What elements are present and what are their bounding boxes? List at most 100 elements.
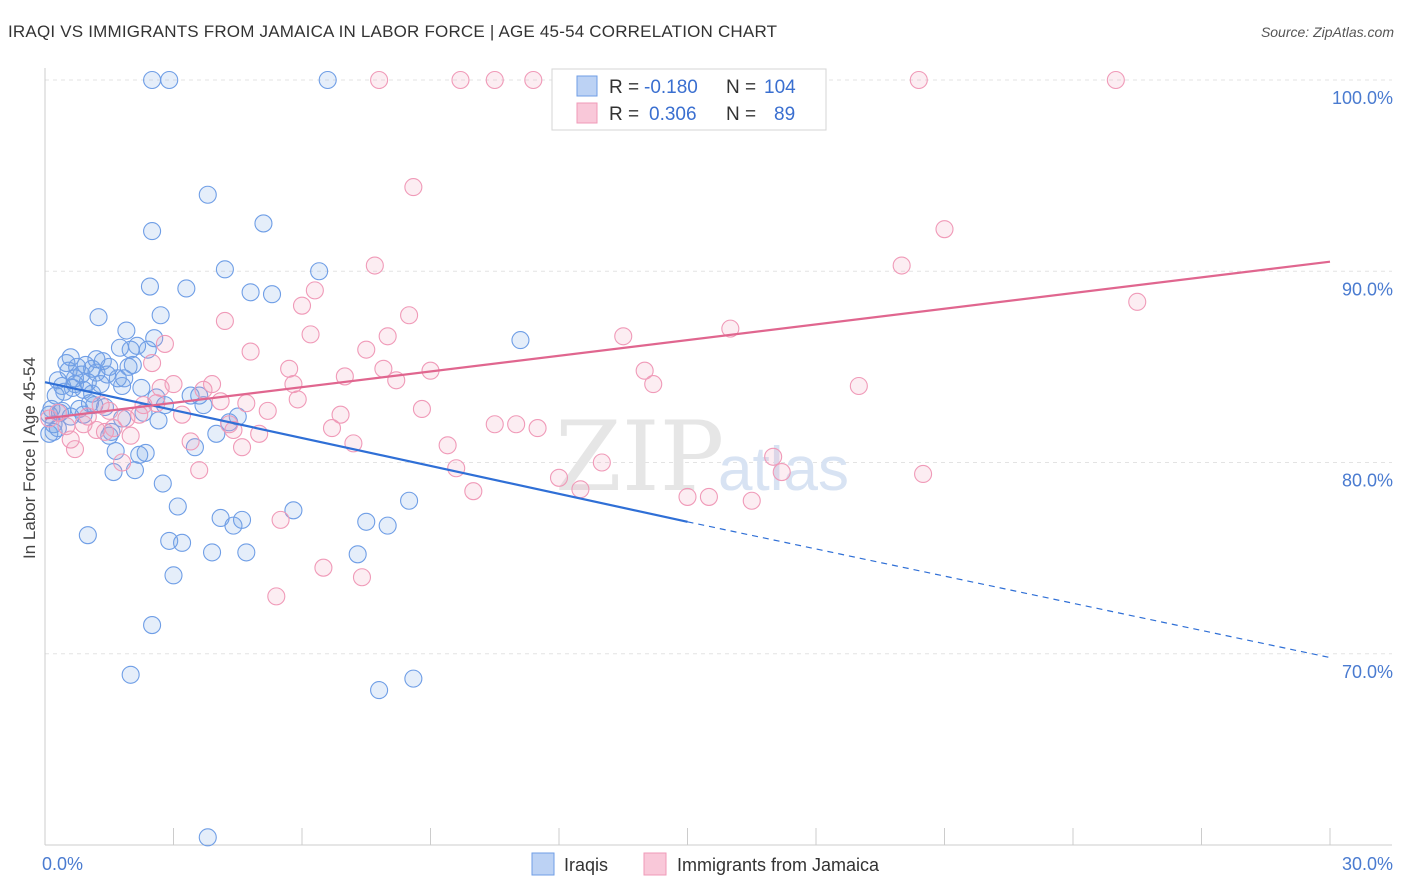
point-iraqis-67 <box>207 424 226 443</box>
point-jamaica-81 <box>451 70 470 90</box>
x-tick-labels: 0.0% 30.0% <box>42 854 1393 874</box>
point-jamaica-55 <box>412 399 431 419</box>
point-iraqis-93 <box>511 331 530 350</box>
legend-r-value-1: -0.180 <box>644 77 698 98</box>
point-jamaica-41 <box>305 281 324 300</box>
point-jamaica-47 <box>352 568 372 587</box>
point-iraqis-50 <box>145 329 164 348</box>
point-jamaica-68 <box>644 375 663 394</box>
point-jamaica-10 <box>104 419 123 438</box>
axes <box>44 68 1392 846</box>
point-jamaica-65 <box>592 453 611 472</box>
point-jamaica-18 <box>155 334 174 353</box>
y-tick-label-70: 70.0% <box>1342 662 1393 682</box>
point-iraqis-88 <box>143 616 162 635</box>
point-jamaica-64 <box>571 480 590 499</box>
point-iraqis-58 <box>168 497 187 516</box>
point-jamaica-24 <box>203 375 222 394</box>
point-iraqis-65 <box>198 185 217 204</box>
point-iraqis-91 <box>160 70 179 90</box>
series-legend: Iraqis Immigrants from Jamaica <box>531 852 880 876</box>
y-axis-label: In Labor Force | Age 45-54 <box>20 357 39 559</box>
point-iraqis-40 <box>123 355 142 375</box>
point-iraqis-99 <box>113 376 132 396</box>
point-iraqis-69 <box>215 260 234 279</box>
y-tick-label-100: 100.0% <box>1332 88 1393 108</box>
point-jamaica-43 <box>322 419 342 438</box>
legend-swatch-jamaica <box>576 102 598 124</box>
point-iraqis-36 <box>115 369 134 388</box>
series-legend-iraqis: Iraqis <box>564 855 608 875</box>
y-tick-label-90: 90.0% <box>1342 279 1393 299</box>
point-jamaica-53 <box>400 306 419 325</box>
point-iraqis-74 <box>237 543 256 562</box>
point-jamaica-49 <box>365 256 384 275</box>
point-jamaica-40 <box>301 325 320 344</box>
trend-lines <box>44 260 1331 659</box>
point-iraqis-77 <box>262 285 282 304</box>
point-jamaica-66 <box>614 327 633 346</box>
point-iraqis-42 <box>128 336 147 355</box>
point-jamaica-48 <box>357 340 376 359</box>
point-iraqis-44 <box>132 378 151 397</box>
point-jamaica-21 <box>181 432 200 451</box>
legend-r-value-2: 0.306 <box>649 104 697 125</box>
x-tick-label-min: 0.0% <box>42 854 83 874</box>
point-iraqis-54 <box>153 474 172 493</box>
point-jamaica-38 <box>288 390 307 409</box>
point-jamaica-36 <box>280 359 299 378</box>
legend-swatch-iraqis <box>576 75 598 97</box>
point-iraqis-81 <box>348 545 367 564</box>
x-tick-label-max: 30.0% <box>1342 854 1393 874</box>
point-jamaica-39 <box>292 296 312 315</box>
point-jamaica-11 <box>113 453 132 472</box>
point-jamaica-74 <box>772 463 791 482</box>
chart-title: IRAQI VS IMMIGRANTS FROM JAMAICA IN LABO… <box>8 22 778 41</box>
point-iraqis-73 <box>232 510 252 529</box>
point-jamaica-34 <box>267 587 286 606</box>
point-jamaica-80 <box>370 70 389 90</box>
point-jamaica-13 <box>121 426 140 445</box>
point-iraqis-49 <box>143 222 162 241</box>
point-iraqis-64 <box>194 396 213 415</box>
point-jamaica-71 <box>721 319 740 338</box>
legend-n-value-1: 104 <box>764 77 796 98</box>
point-jamaica-59 <box>464 482 483 501</box>
point-jamaica-3 <box>61 430 80 449</box>
point-iraqis-32 <box>106 441 125 461</box>
point-jamaica-31 <box>241 342 260 361</box>
point-iraqis-80 <box>318 70 337 90</box>
point-jamaica-77 <box>914 464 933 484</box>
point-iraqis-16 <box>72 365 91 384</box>
point-iraqis-37 <box>117 321 136 340</box>
point-jamaica-37 <box>284 375 303 394</box>
point-iraqis-43 <box>130 445 149 464</box>
point-iraqis-84 <box>378 516 397 535</box>
point-iraqis-11 <box>61 348 80 367</box>
legend-r-label-1: R = <box>609 77 639 98</box>
point-iraqis-75 <box>241 283 260 302</box>
point-iraqis-66 <box>203 543 222 562</box>
point-iraqis-57 <box>164 566 183 585</box>
watermark-atlas: atlas <box>718 435 849 504</box>
legend-r-label-2: R = <box>609 104 639 125</box>
point-jamaica-54 <box>404 178 423 197</box>
point-iraqis-83 <box>370 681 389 700</box>
point-jamaica-57 <box>438 436 457 455</box>
point-iraqis-59 <box>173 533 192 552</box>
point-jamaica-75 <box>849 376 868 396</box>
point-iraqis-82 <box>357 512 376 531</box>
point-iraqis-92 <box>198 828 217 847</box>
point-jamaica-30 <box>237 394 256 413</box>
point-iraqis-47 <box>138 340 157 359</box>
legend-n-label-2: N = <box>726 104 756 125</box>
series-legend-swatch-iraqis <box>531 852 555 876</box>
gridlines <box>45 79 1392 655</box>
legend-n-value-2: 89 <box>774 104 795 125</box>
point-jamaica-67 <box>635 361 654 380</box>
point-jamaica-78 <box>935 220 954 239</box>
point-jamaica-70 <box>699 487 718 506</box>
point-iraqis-76 <box>254 214 273 233</box>
point-jamaica-76 <box>892 256 911 275</box>
point-jamaica-44 <box>331 405 350 424</box>
